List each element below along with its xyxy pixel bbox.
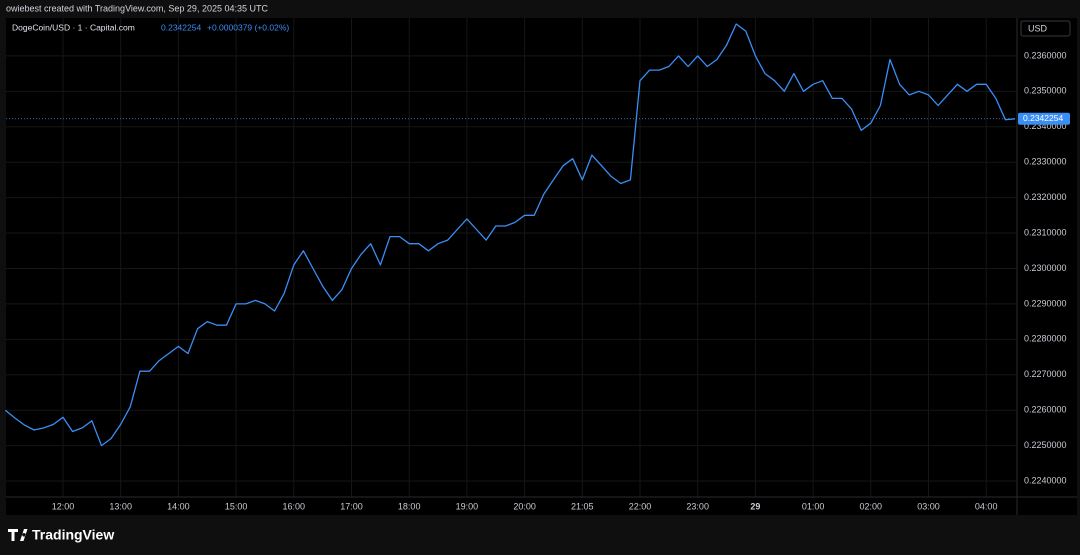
y-tick-label: 0.2330000: [1024, 157, 1067, 167]
x-tick-label: 18:00: [398, 501, 421, 511]
brand: TradingView: [32, 527, 114, 543]
attribution: owiebest created with TradingView.com, S…: [6, 3, 268, 13]
x-tick-label: 15:00: [225, 501, 248, 511]
x-tick-label: 14:00: [167, 501, 190, 511]
last-price-box: [1018, 112, 1070, 125]
x-tick-label: 03:00: [917, 501, 940, 511]
x-tick-label: 02:00: [860, 501, 883, 511]
last-price-label: 0.2342254: [1023, 113, 1063, 123]
x-tick-label: 23:00: [686, 501, 709, 511]
x-tick-label: 21:05: [571, 501, 594, 511]
x-tick-label: 13:00: [109, 501, 132, 511]
x-tick-label: 29: [750, 501, 760, 511]
y-tick-label: 0.2240000: [1024, 475, 1067, 485]
x-tick-label: 17:00: [340, 501, 363, 511]
y-tick-label: 0.2360000: [1024, 50, 1067, 60]
header-price: 0.2342254: [161, 22, 201, 32]
symbol: DogeCoin/USD · 1 · Capital.com: [12, 22, 135, 32]
y-tick-label: 0.2350000: [1024, 86, 1067, 96]
y-tick-label: 0.2310000: [1024, 227, 1067, 237]
x-tick-label: 22:00: [629, 501, 652, 511]
x-tick-label: 01:00: [802, 501, 825, 511]
x-tick-label: 04:00: [975, 501, 998, 511]
x-tick-label: 12:00: [52, 501, 75, 511]
y-tick-label: 0.2260000: [1024, 405, 1067, 415]
y-tick-label: 0.2250000: [1024, 440, 1067, 450]
price-line: [4, 23, 1016, 447]
chart-area: [6, 18, 1077, 515]
y-tick-label: 0.2340000: [1024, 121, 1067, 131]
x-tick-label: 16:00: [283, 501, 306, 511]
y-tick-label: 0.2270000: [1024, 369, 1067, 379]
x-tick-label: 20:00: [513, 501, 536, 511]
y-tick-label: 0.2320000: [1024, 192, 1067, 202]
y-tick-label: 0.2280000: [1024, 334, 1067, 344]
currency-box[interactable]: [1020, 20, 1071, 37]
y-tick-label: 0.2290000: [1024, 298, 1067, 308]
currency: USD: [1028, 23, 1048, 33]
y-tick-label: 0.2300000: [1024, 263, 1067, 273]
x-tick-label: 19:00: [456, 501, 479, 511]
header-change: +0.0000379 (+0.02%): [207, 22, 289, 32]
logo: [8, 529, 28, 541]
